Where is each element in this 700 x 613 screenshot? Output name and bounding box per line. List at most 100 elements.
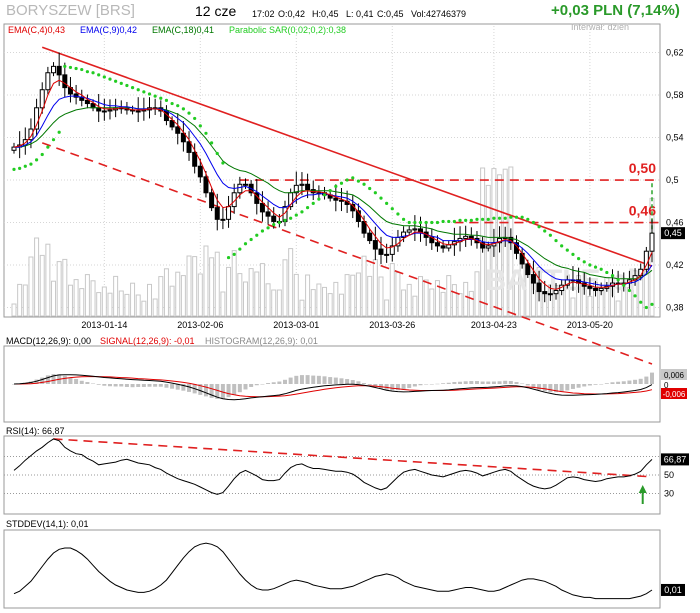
sar-dot: [345, 178, 349, 182]
macd-title: MACD(12,26,9): 0,00: [6, 336, 91, 346]
volume-bar: [282, 259, 288, 317]
quote-open: O:0,42: [278, 9, 306, 19]
histogram-bar: [220, 384, 225, 399]
volume-bar: [384, 299, 390, 317]
histogram-bar: [158, 384, 163, 387]
histogram-bar: [170, 384, 175, 389]
sar-dot: [475, 217, 479, 221]
sar-dot: [40, 152, 44, 157]
histogram-bar: [435, 383, 440, 385]
histogram-bar: [491, 381, 496, 384]
volume-bar: [401, 289, 407, 317]
volume-bar: [316, 283, 322, 317]
candle-body: [434, 242, 440, 247]
volume-bar: [570, 297, 576, 317]
histogram-bar: [147, 384, 152, 387]
rsi-value-box: [661, 453, 689, 466]
sar-dot: [159, 96, 163, 100]
histogram-bar: [119, 384, 124, 387]
histogram-bar: [480, 381, 485, 384]
sar-dot: [102, 75, 106, 79]
histogram-bar: [633, 379, 638, 384]
volume-bar: [186, 255, 192, 317]
candle-body: [412, 228, 418, 231]
macd-value-pos: 0,006: [664, 371, 685, 380]
sar-dot: [368, 186, 372, 191]
volume-bar: [440, 291, 446, 317]
sar-dot: [373, 191, 377, 195]
sar-dot: [430, 220, 434, 225]
histogram-bar: [113, 384, 118, 387]
volume-bar: [310, 289, 316, 317]
candle-body: [384, 253, 390, 256]
date-tick-label: 2013-03-26: [369, 320, 415, 330]
candle-body: [446, 244, 452, 249]
histogram-bar: [542, 384, 547, 392]
quote-time: 17:02: [252, 9, 275, 19]
volume-bar: [141, 300, 147, 317]
histogram-bar: [367, 384, 372, 385]
watermark: BATTLE.pl: [484, 264, 635, 297]
sar-dot: [407, 220, 411, 225]
session-date: 12 cze: [195, 3, 237, 19]
histogram-bar: [209, 384, 214, 398]
histogram-bar: [554, 384, 559, 393]
sar-dot: [486, 217, 490, 221]
sar-dot: [63, 64, 67, 68]
ticker-name: BORYSZEW [BRS]: [6, 2, 135, 19]
histogram-bar: [356, 381, 361, 384]
sar-dot: [232, 252, 236, 256]
volume-bar: [79, 288, 85, 317]
histogram-bar: [452, 382, 457, 384]
sar-dot: [509, 215, 513, 219]
stddev-value-label: 0,01: [664, 585, 682, 595]
histogram-bar: [85, 382, 90, 384]
histogram-bar: [198, 384, 203, 395]
histogram-bar: [587, 384, 592, 386]
volume-bar: [451, 284, 457, 317]
sar-dot: [497, 216, 502, 220]
histogram-bar: [525, 384, 530, 386]
volume-bar: [51, 280, 57, 317]
candle-body: [367, 232, 373, 242]
sar-dot: [57, 130, 61, 134]
rsi-title: RSI(14): 66,87: [6, 426, 65, 436]
sar-dot: [311, 201, 315, 205]
histogram-bar: [582, 384, 587, 387]
histogram-bar: [283, 379, 288, 384]
legend-ema9: EMA(C,9)0,42: [80, 25, 137, 35]
candle-body: [389, 245, 395, 255]
candle-body: [169, 120, 175, 128]
histogram-bar: [175, 384, 180, 390]
volume-bar: [113, 275, 119, 317]
price-tick-label: 0,42: [666, 260, 684, 270]
candle-body: [214, 207, 220, 220]
volume-bar: [259, 263, 265, 317]
candle-body: [305, 183, 311, 191]
rsi-value-label: 66,87: [664, 454, 687, 464]
histogram-bar: [62, 375, 67, 384]
histogram-bar: [531, 384, 536, 388]
sar-dot: [266, 226, 270, 230]
candle-body: [197, 165, 203, 178]
histogram-bar: [616, 381, 621, 384]
sar-dot: [390, 207, 394, 211]
volume-bar: [152, 298, 158, 317]
volume-bar: [564, 274, 570, 317]
histogram-bar: [299, 375, 304, 384]
sar-dot: [215, 151, 219, 156]
candle-body: [56, 65, 62, 76]
volume-bar: [276, 289, 282, 317]
macd-value-box-pos: [661, 369, 687, 380]
candle-body: [485, 245, 491, 249]
sar-dot: [322, 193, 327, 197]
sar-series: [12, 64, 654, 310]
candle-body: [220, 218, 226, 221]
price-tick-label: 0,58: [666, 90, 684, 100]
date-tick-label: 2013-04-23: [471, 320, 517, 330]
sar-dot: [537, 225, 541, 229]
resistance-trendline: [41, 46, 653, 267]
sar-dot: [588, 263, 592, 267]
sar-dot: [142, 90, 146, 94]
histogram-bar: [565, 384, 570, 391]
